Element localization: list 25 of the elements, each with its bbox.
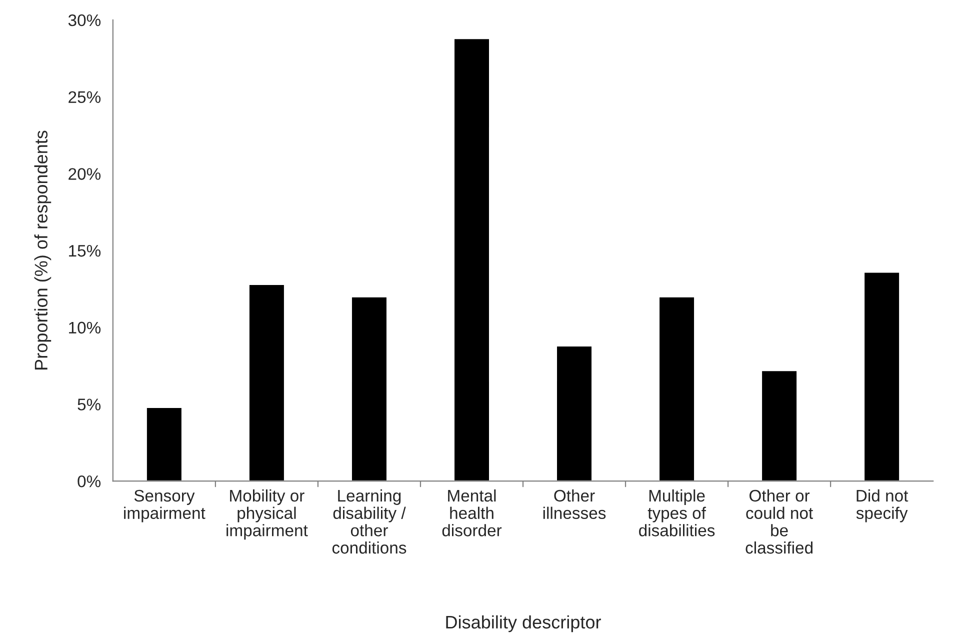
bar: [658, 296, 696, 482]
x-tick-label: Other or could not be classified: [746, 489, 813, 554]
y-tick-label: 25%: [68, 91, 101, 104]
bar: [556, 345, 593, 482]
y-tick-label: 20%: [68, 168, 101, 180]
x-tick-label: Multiple types of disabilities: [639, 489, 715, 536]
bar: [760, 370, 798, 482]
y-tick-label: 0%: [78, 475, 101, 488]
bar: [863, 271, 900, 482]
bar: [453, 38, 490, 482]
x-tick-label: Mobility or physical impairment: [226, 489, 308, 540]
bar: [350, 296, 388, 482]
x-tick-label: Learning disability / other conditions: [332, 489, 406, 554]
x-tick-label: Sensory impairment: [124, 490, 206, 522]
x-tick-label: Did not specify: [856, 489, 908, 522]
x-axis-title: Disability descriptor: [446, 615, 601, 632]
y-tick-label: 30%: [68, 14, 101, 26]
y-axis-title: Proportion (%) of respondents: [34, 130, 52, 370]
y-tick-label: 5%: [78, 398, 101, 410]
x-tick-label: Mental health disorder: [442, 489, 502, 536]
x-tick-label: Other illnesses: [543, 489, 606, 519]
bar: [146, 406, 183, 482]
bar: [248, 284, 286, 482]
y-tick-label: 15%: [69, 244, 101, 257]
y-tick-label: 10%: [69, 322, 101, 334]
